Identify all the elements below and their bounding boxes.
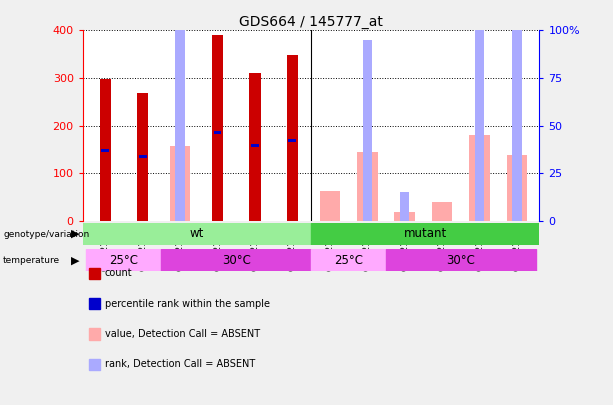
Bar	[139, 155, 147, 158]
Text: genotype/variation: genotype/variation	[3, 230, 89, 239]
Bar	[362, 40, 372, 221]
Bar	[86, 249, 161, 271]
Bar	[470, 135, 490, 221]
Text: ▶: ▶	[71, 229, 80, 239]
Text: temperature: temperature	[3, 256, 60, 265]
Bar	[212, 35, 223, 221]
Bar	[400, 192, 409, 221]
Text: percentile rank within the sample: percentile rank within the sample	[105, 299, 270, 309]
Text: rank, Detection Call = ABSENT: rank, Detection Call = ABSENT	[105, 360, 255, 369]
Bar	[289, 139, 296, 143]
Bar	[101, 149, 109, 152]
Title: GDS664 / 145777_at: GDS664 / 145777_at	[239, 15, 383, 29]
Bar	[507, 155, 527, 221]
Text: ▶: ▶	[71, 256, 80, 265]
Bar	[357, 152, 378, 221]
Bar	[512, 25, 522, 221]
Bar	[475, 0, 484, 221]
Text: 25°C: 25°C	[334, 254, 363, 267]
Bar	[175, 25, 185, 221]
Bar	[83, 223, 311, 245]
Bar	[170, 145, 191, 221]
Bar	[213, 131, 221, 134]
Bar	[137, 93, 148, 221]
Bar	[319, 191, 340, 221]
Bar	[99, 79, 111, 221]
Bar	[311, 223, 539, 245]
Text: value, Detection Call = ABSENT: value, Detection Call = ABSENT	[105, 329, 260, 339]
Text: wt: wt	[190, 227, 204, 241]
Bar	[432, 202, 452, 221]
Bar	[311, 249, 386, 271]
Text: 30°C: 30°C	[446, 254, 475, 267]
Text: 25°C: 25°C	[110, 254, 139, 267]
Bar	[386, 249, 536, 271]
Bar	[249, 73, 261, 221]
Bar	[161, 249, 311, 271]
Bar	[287, 55, 298, 221]
Bar	[394, 212, 415, 221]
Text: 30°C: 30°C	[222, 254, 251, 267]
Text: count: count	[105, 269, 132, 278]
Text: mutant: mutant	[403, 227, 447, 241]
Bar	[251, 144, 259, 147]
